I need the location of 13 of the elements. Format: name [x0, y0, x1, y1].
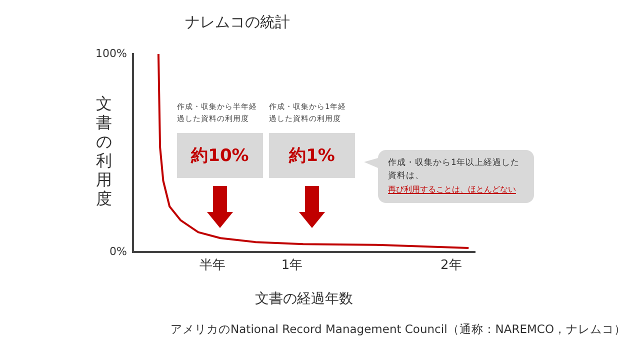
y-tick-label: 0% — [110, 244, 127, 258]
x-tick-label: 1年 — [281, 258, 303, 274]
annotation: 約1% — [269, 133, 355, 178]
y-tick-label: 100% — [96, 46, 127, 60]
x-tick-label: 2年 — [440, 258, 462, 274]
annotation: 作成・収集から1年以上経過した資料は、 — [388, 157, 520, 183]
text: アメリカのNational Record Management Council（通称：NAREMCO，ナレムコ） — [170, 322, 626, 337]
chart-title: ナレムコの統計 — [185, 12, 290, 31]
y-axis-title: 文書の利用度 — [96, 94, 112, 208]
x-axis-title: 文書の経過年数 — [255, 291, 353, 308]
annotation: 再び利用することは、ほとんどない — [388, 184, 517, 196]
x-tick-label: 半年 — [200, 258, 226, 274]
annotation: 約10% — [177, 133, 263, 178]
